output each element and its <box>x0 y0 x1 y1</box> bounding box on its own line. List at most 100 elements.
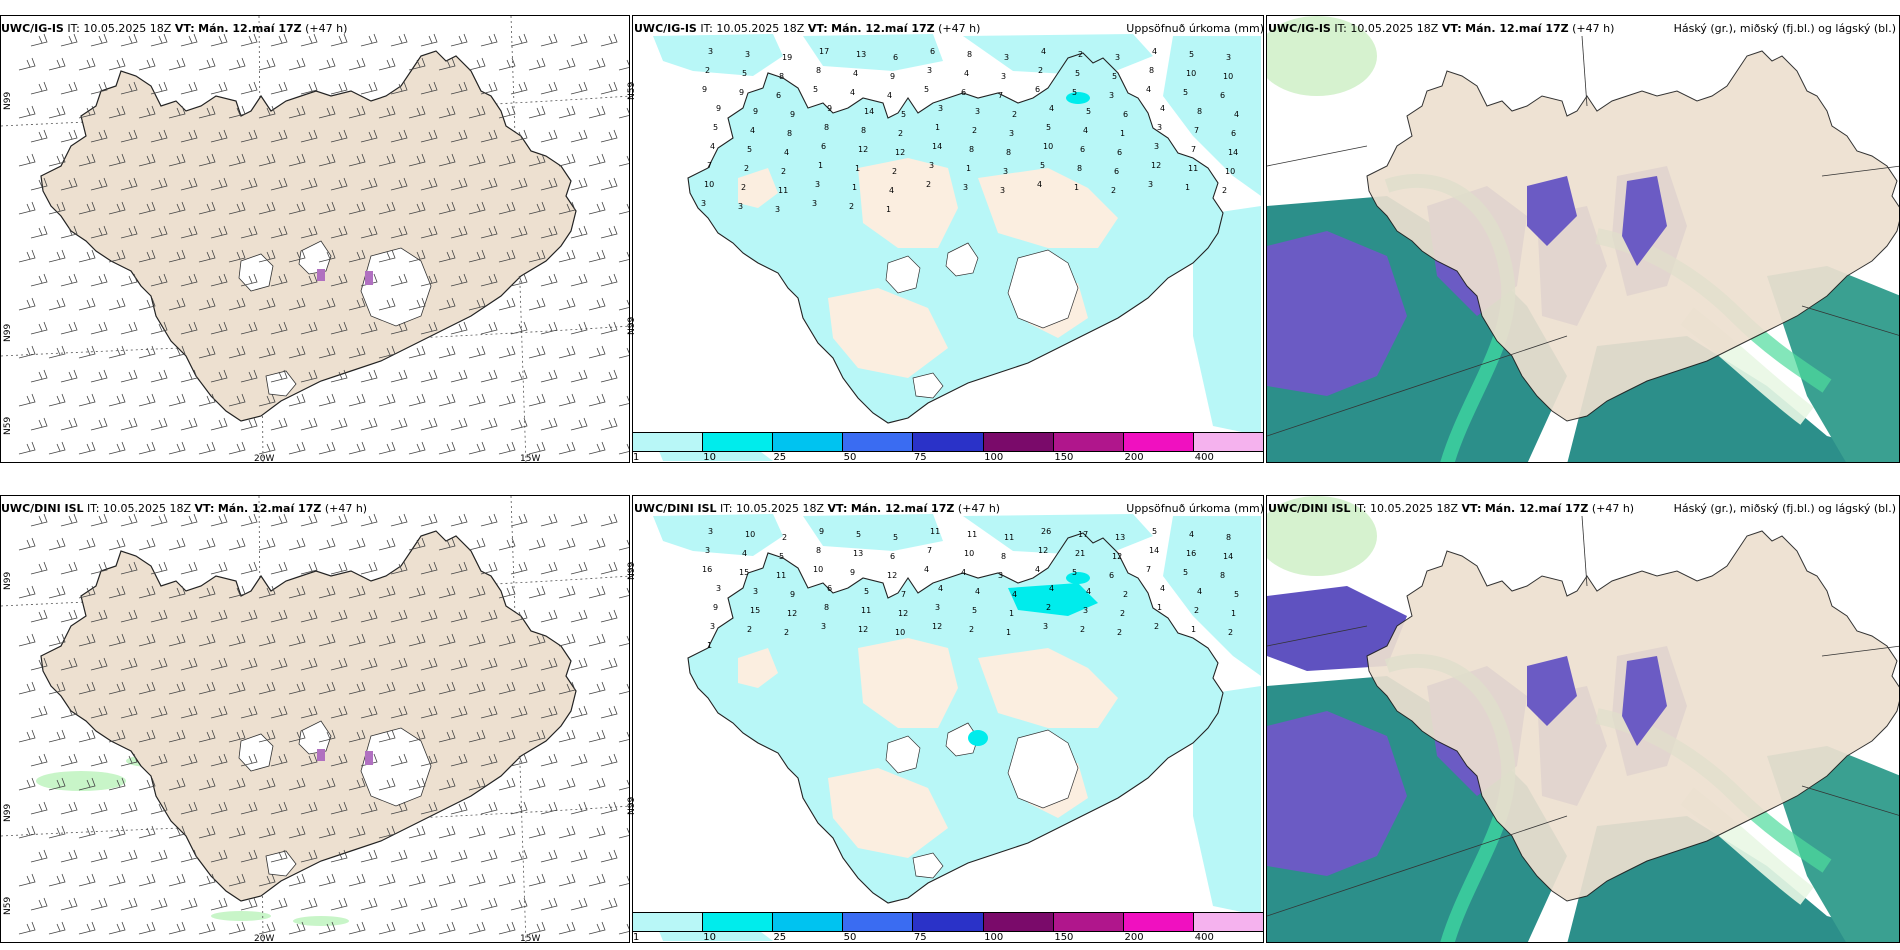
precip-value-label: 9 <box>790 590 795 599</box>
wind-barb <box>480 177 498 191</box>
wind-barb <box>438 441 456 455</box>
wind-barb <box>240 705 258 719</box>
wind-barb <box>78 441 96 455</box>
wind-barb <box>60 513 78 527</box>
wind-barb <box>198 729 216 743</box>
precip-value-label: 5 <box>713 123 718 132</box>
precip-value-label: 17 <box>819 47 829 56</box>
precip-value-label: 9 <box>850 568 855 577</box>
glacier <box>238 253 274 292</box>
precip-value-label: 12 <box>887 571 897 580</box>
wind-barb <box>318 633 336 647</box>
wind-barb <box>498 345 516 359</box>
wind-barb <box>150 273 168 287</box>
precip-value-label: 8 <box>1149 66 1154 75</box>
wind-barb <box>78 201 96 215</box>
wind-barb <box>600 273 618 287</box>
wind-barb <box>378 729 396 743</box>
wind-barb <box>258 345 276 359</box>
wind-barb <box>318 873 336 887</box>
precip-area <box>963 34 1153 76</box>
precip-value-label: 3 <box>1000 186 1005 195</box>
legend-swatch <box>983 433 1054 451</box>
wind-barb <box>60 321 78 335</box>
wind-barb <box>570 129 588 143</box>
precip-value-label: 3 <box>975 107 980 116</box>
wind-barb <box>120 81 138 95</box>
wind-barb <box>300 81 318 95</box>
graticule-line <box>1801 305 1899 336</box>
precip-value-label: 3 <box>1043 622 1048 631</box>
wind-barb <box>30 849 48 863</box>
wind-barb <box>438 297 456 311</box>
wind-barb <box>228 633 246 647</box>
mid-cloud <box>1267 231 1407 396</box>
low-cloud <box>1767 746 1899 942</box>
wind-barb <box>258 249 276 263</box>
wind-barb <box>18 873 36 887</box>
precip-value-label: 6 <box>827 584 832 593</box>
wind-barb <box>240 177 258 191</box>
wind-barb <box>558 825 576 839</box>
wind-barb <box>528 873 546 887</box>
wind-barb <box>348 57 366 71</box>
precip-value-label: 3 <box>821 622 826 631</box>
wind-barb <box>420 417 438 431</box>
wind-barb <box>90 129 108 143</box>
precip-value-label: 9 <box>702 85 707 94</box>
precip-value-label: 5 <box>747 145 752 154</box>
wind-barb <box>468 825 486 839</box>
legend-swatch <box>843 433 914 451</box>
precip-value-label: 5 <box>1086 107 1091 116</box>
wind-barb <box>120 705 138 719</box>
dry-area <box>828 768 948 858</box>
precip-value-label: 11 <box>1004 533 1014 542</box>
precip-value-label: 6 <box>1109 571 1114 580</box>
precip-value-label: 3 <box>710 622 715 631</box>
wind-barb <box>558 201 576 215</box>
wind-barb <box>240 609 258 623</box>
wind-barb <box>240 129 258 143</box>
wind-barb <box>60 897 78 911</box>
wind-barb <box>180 705 198 719</box>
precip-value-label: 1 <box>1120 129 1125 138</box>
wind-barbs <box>18 513 629 935</box>
wind-barb <box>150 513 168 527</box>
dry-area <box>978 648 1118 728</box>
wind-barb <box>390 177 408 191</box>
wind-barb <box>348 537 366 551</box>
wind-barb <box>558 921 576 935</box>
wind-barb <box>588 873 606 887</box>
wind-barb <box>120 273 138 287</box>
wind-barb <box>408 105 426 119</box>
wind-barb <box>270 801 288 815</box>
wind-barb <box>318 393 336 407</box>
wind-barb <box>510 849 528 863</box>
legend-label: 200 <box>1124 452 1144 463</box>
wind-barb <box>210 705 228 719</box>
wind-barb <box>528 585 546 599</box>
wind-barb <box>270 561 288 575</box>
wind-barb <box>348 105 366 119</box>
lon-label-20w-1: 20W <box>254 454 275 464</box>
cloud-header-1: UWC/IG-IS IT: 10.05.2025 18Z VT: Mán. 12… <box>1268 22 1615 35</box>
wind-barb <box>60 225 78 239</box>
wind-barb <box>180 321 198 335</box>
precip-value-label: 7 <box>998 91 1003 100</box>
wind-barb <box>408 681 426 695</box>
precip-area <box>1163 36 1261 196</box>
wind-barb <box>360 561 378 575</box>
precip-value-label: 5 <box>856 530 861 539</box>
wind-barb <box>468 249 486 263</box>
wind-barb <box>480 849 498 863</box>
precip-value-label: 4 <box>1234 110 1239 119</box>
wind-barb <box>138 153 156 167</box>
precip-value-label: 14 <box>1223 552 1233 561</box>
wind-barb <box>150 753 168 767</box>
wind-barb <box>330 801 348 815</box>
precip-value-label: 4 <box>784 148 789 157</box>
mid-cloud <box>1267 586 1407 671</box>
wind-barb <box>300 225 318 239</box>
glacier <box>1007 249 1079 329</box>
wind-barb <box>168 393 186 407</box>
